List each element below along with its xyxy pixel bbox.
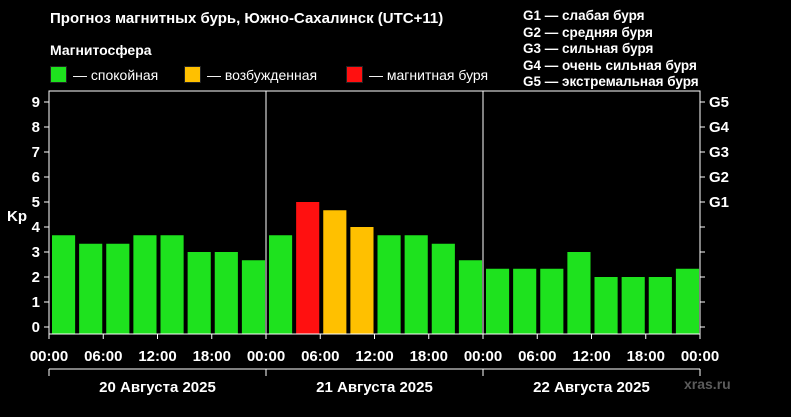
y-tick-label-5: 5 [32, 194, 40, 211]
x-tick-label-1: 06:00 [84, 348, 122, 365]
bar-kp-20 [594, 277, 618, 334]
bar-kp-9 [296, 202, 320, 334]
storm-scale-legend: G1 — слабая буря G2 — средняя буря G3 — … [523, 8, 699, 91]
bar-kp-8 [269, 235, 293, 334]
y-tick-label-0: 0 [32, 319, 40, 336]
y-tick-label-7: 7 [32, 144, 40, 161]
bar-kp-5 [187, 252, 211, 334]
bar-kp-3 [133, 235, 157, 334]
bar-kp-16 [486, 268, 510, 334]
bar-kp-15 [458, 260, 483, 334]
bar-kp-19 [567, 252, 591, 334]
x-tick-label-7: 18:00 [410, 348, 448, 365]
legend-item-active: — возбужденная [184, 66, 317, 83]
right-tick-label-g4: G4 [709, 119, 730, 136]
watermark: xras.ru [684, 376, 731, 392]
legend-label-quiet: — спокойная [73, 66, 159, 83]
right-tick-label-g5: G5 [709, 94, 729, 111]
bar-kp-7 [241, 260, 266, 334]
y-tick-label-1: 1 [32, 294, 40, 311]
x-tick-label-12: 00:00 [681, 348, 719, 365]
x-tick-label-5: 06:00 [301, 348, 339, 365]
legend-label-active: — возбужденная [207, 66, 318, 83]
x-tick-label-4: 00:00 [247, 348, 285, 365]
bar-kp-13 [404, 235, 428, 334]
right-tick-label-g3: G3 [709, 144, 729, 161]
bar-kp-12 [377, 235, 401, 334]
bar-kp-4 [160, 235, 184, 334]
chart-title: Прогноз магнитных бурь, Южно-Сахалинск (… [50, 10, 444, 27]
day-label-2: 21 Августа 2025 [316, 379, 433, 396]
right-tick-label-g2: G2 [709, 169, 729, 186]
bar-kp-22 [648, 277, 672, 334]
x-tick-label-6: 12:00 [355, 348, 393, 365]
storm-scale-g1: G1 — слабая буря [523, 8, 645, 23]
bar-kp-1 [79, 243, 103, 334]
day-label-1: 20 Августа 2025 [99, 379, 216, 396]
right-tick-label-g1: G1 [709, 194, 729, 211]
bar-kp-23 [675, 268, 700, 334]
bar-kp-2 [106, 243, 130, 334]
x-tick-label-11: 18:00 [627, 348, 665, 365]
x-tick-label-3: 18:00 [193, 348, 231, 365]
x-tick-label-10: 12:00 [572, 348, 610, 365]
y-tick-label-2: 2 [32, 269, 40, 286]
y-axis-label: Kp [7, 208, 27, 225]
y-tick-label-8: 8 [32, 119, 40, 136]
legend-label-storm: — магнитная буря [369, 66, 489, 83]
y-tick-label-9: 9 [32, 94, 40, 111]
legend-swatch-storm [346, 66, 363, 83]
bar-kp-6 [214, 252, 238, 334]
storm-scale-g2: G2 — средняя буря [523, 24, 653, 40]
x-tick-label-8: 00:00 [464, 348, 502, 365]
storm-scale-g3: G3 — сильная буря [523, 41, 654, 56]
y-tick-label-3: 3 [32, 244, 40, 261]
bar-kp-18 [540, 268, 564, 334]
legend-item-quiet: — спокойная [50, 66, 158, 83]
y-tick-label-6: 6 [32, 169, 40, 186]
bar-kp-0 [52, 235, 76, 334]
x-tick-label-9: 06:00 [518, 348, 556, 365]
x-tick-label-2: 12:00 [138, 348, 176, 365]
legend-heading: Магнитосфера [50, 42, 152, 58]
storm-scale-g5: G5 — экстремальная буря [523, 74, 699, 89]
day-label-3: 22 Августа 2025 [533, 379, 650, 396]
bar-kp-11 [350, 227, 374, 334]
bar-kp-14 [431, 243, 455, 334]
storm-scale-g4: G4 — очень сильная буря [523, 57, 697, 73]
bar-kp-10 [323, 210, 347, 334]
legend-swatch-quiet [50, 66, 67, 83]
bar-kp-21 [621, 277, 645, 334]
y-tick-label-4: 4 [32, 219, 41, 236]
bar-kp-17 [513, 268, 537, 334]
x-tick-label-0: 00:00 [30, 348, 68, 365]
legend-swatch-active [184, 66, 201, 83]
legend-item-storm: — магнитная буря [346, 66, 488, 83]
